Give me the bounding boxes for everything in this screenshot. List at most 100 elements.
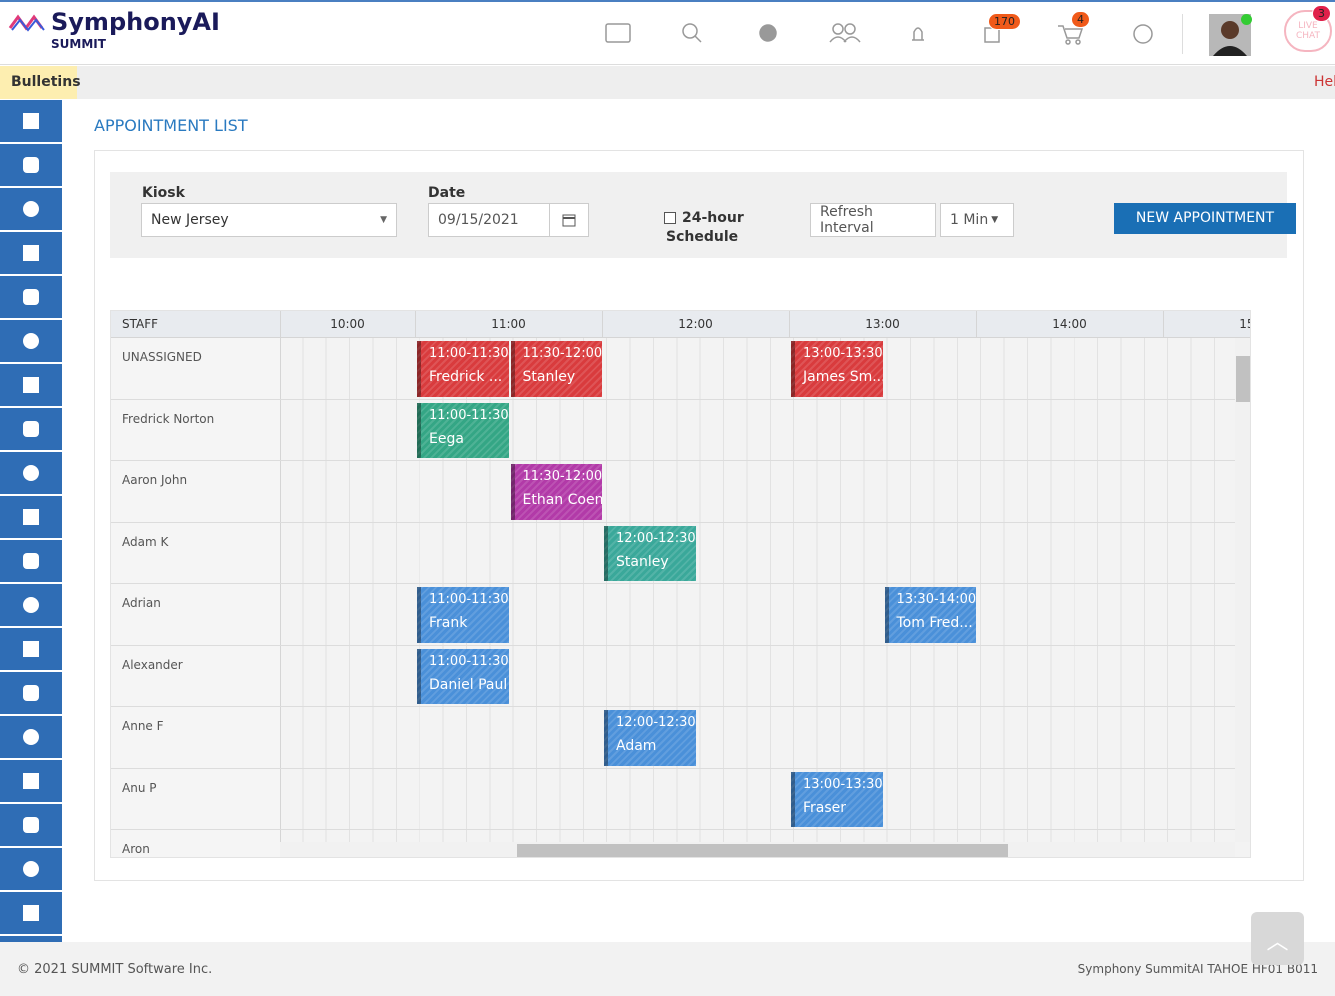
appointment[interactable]: 11:00-11:30 Daniel Paul <box>417 648 509 704</box>
staff-name: Aaron John <box>122 473 188 487</box>
new-appointment-button[interactable]: NEW APPOINTMENT <box>1114 203 1296 234</box>
avatar[interactable] <box>1209 14 1251 56</box>
sidebar-item[interactable] <box>0 100 62 144</box>
sidebar-icon <box>23 553 39 569</box>
schedule-label: 24-hour Schedule <box>666 210 744 245</box>
date-label: Date <box>428 185 466 201</box>
sidebar-item[interactable] <box>0 716 62 760</box>
help-link[interactable]: Help <box>1314 74 1335 90</box>
time-label: 10:00 <box>330 317 365 331</box>
date-input[interactable]: 09/15/2021 <box>428 203 550 237</box>
sidebar-item[interactable] <box>0 804 62 848</box>
sidebar-item[interactable] <box>0 848 62 892</box>
appointment-time: 11:00-11:30 <box>429 592 509 607</box>
sidebar-item[interactable] <box>0 496 62 540</box>
brand-sub: SUMMIT <box>51 37 106 51</box>
sidebar-item[interactable] <box>0 540 62 584</box>
appointment-time: 13:00-13:30 <box>803 776 883 792</box>
sidebar-icon <box>23 773 39 789</box>
sidebar-item[interactable] <box>0 408 62 452</box>
online-dot <box>1241 14 1252 25</box>
appointment[interactable]: 11:00-11:30 Fredrick ... <box>417 341 509 397</box>
appointment-client: Eega <box>429 430 464 447</box>
live-chat[interactable]: LIVE CHAT <box>1284 10 1332 52</box>
kiosk-select[interactable]: New Jersey ▼ <box>141 203 397 237</box>
checkbox[interactable] <box>664 212 676 224</box>
time-label: 13:00 <box>865 317 900 331</box>
appointment-client: Daniel Paul <box>429 676 508 693</box>
v-scrollbar[interactable] <box>1235 338 1250 842</box>
hour-divider <box>415 311 416 338</box>
sidebar-item[interactable] <box>0 760 62 804</box>
sidebar-item[interactable] <box>0 188 62 232</box>
row-lane <box>280 522 1235 584</box>
hour-divider <box>602 311 603 338</box>
appointment[interactable]: 12:00-12:30 Stanley <box>604 525 696 581</box>
panel <box>94 150 1304 881</box>
appointment-time: 12:00-12:30 <box>616 715 696 730</box>
staff-cell <box>111 338 280 400</box>
sidebar-item[interactable] <box>0 320 62 364</box>
sidebar-item[interactable] <box>0 892 62 936</box>
sidebar-item[interactable] <box>0 276 62 320</box>
sidebar-icon <box>23 157 39 173</box>
scroll-top-button[interactable]: ︿ <box>1251 912 1304 965</box>
appointment[interactable]: 11:00-11:30 Frank <box>417 587 509 643</box>
v-scroll-thumb[interactable] <box>1236 356 1250 402</box>
row-lane <box>280 768 1235 830</box>
sidebar-icon <box>23 905 39 921</box>
logo-icon <box>8 14 45 32</box>
sidebar-item[interactable] <box>0 452 62 496</box>
notification-badge: 170 <box>988 13 1021 30</box>
staff-cell <box>111 461 280 523</box>
appointment-client: Stanley <box>616 553 669 570</box>
appointment[interactable]: 11:30-12:00 Ethan Coen <box>510 464 603 520</box>
sidebar-item[interactable] <box>0 232 62 276</box>
caret: ▼ <box>991 215 999 225</box>
time-label: 15:00 <box>1239 317 1250 331</box>
refresh-select[interactable]: 1 Min ▼ <box>940 203 1014 237</box>
kiosk-value: New Jersey <box>151 212 229 228</box>
bulletins[interactable]: Bulletins <box>0 66 81 99</box>
row-lane <box>280 461 1235 523</box>
sidebar-item[interactable] <box>0 144 62 188</box>
appointment[interactable]: 11:00-11:30 Eega <box>417 402 509 458</box>
sidebar-icon <box>23 201 39 217</box>
staff-cell <box>111 399 280 461</box>
sidebar-item[interactable] <box>0 672 62 716</box>
appointment-time: 13:30-14:00 <box>896 592 977 607</box>
sidebar-item[interactable] <box>0 364 62 408</box>
nav-bar: Bulletins Help <box>0 66 1335 99</box>
schedule-grid: STAFF 10:00 11:00 12:00 13:00 14:00 15:00 UNASS… <box>110 310 1251 858</box>
sidebar-icon <box>23 245 39 261</box>
staff-cell <box>111 645 280 707</box>
sidebar-icon <box>23 641 39 657</box>
header-row <box>111 311 1250 338</box>
appointment[interactable]: 13:30-14:00 Tom Fred... <box>884 587 977 643</box>
appointment[interactable]: 13:00-13:30 James Sm... <box>791 341 883 397</box>
staff-cell <box>111 830 280 857</box>
sidebar-icon <box>23 509 39 525</box>
sidebar-icon <box>23 817 39 833</box>
time-label: 12:00 <box>678 317 713 331</box>
appointment[interactable]: 13:00-13:30 Fraser <box>791 771 883 827</box>
appointment-time: 11:00-11:30 <box>429 346 509 361</box>
appointment-client: Fraser <box>803 799 847 816</box>
appointment-client: Ethan Coen <box>522 492 603 508</box>
staff-name: Anne F <box>122 719 164 733</box>
header-icons[interactable] <box>600 20 1160 48</box>
staff-name: Anu P <box>122 780 157 795</box>
appointment[interactable]: 11:30-12:00 Stanley <box>510 341 602 397</box>
staff-header: STAFF <box>122 317 159 331</box>
sidebar-item[interactable] <box>0 628 62 672</box>
staff-name: UNASSIGNED <box>122 350 202 364</box>
h-scroll-thumb[interactable] <box>517 844 1008 857</box>
cart-badge: 4 <box>1071 11 1090 28</box>
calendar-button[interactable] <box>549 203 589 237</box>
sidebar-icon <box>23 289 39 305</box>
appointment[interactable]: 12:00-12:30 Adam <box>604 710 696 766</box>
brand[interactable]: SymphonyAI <box>51 8 220 36</box>
sidebar-item[interactable] <box>0 584 62 628</box>
staff-name: Aron <box>122 842 150 856</box>
